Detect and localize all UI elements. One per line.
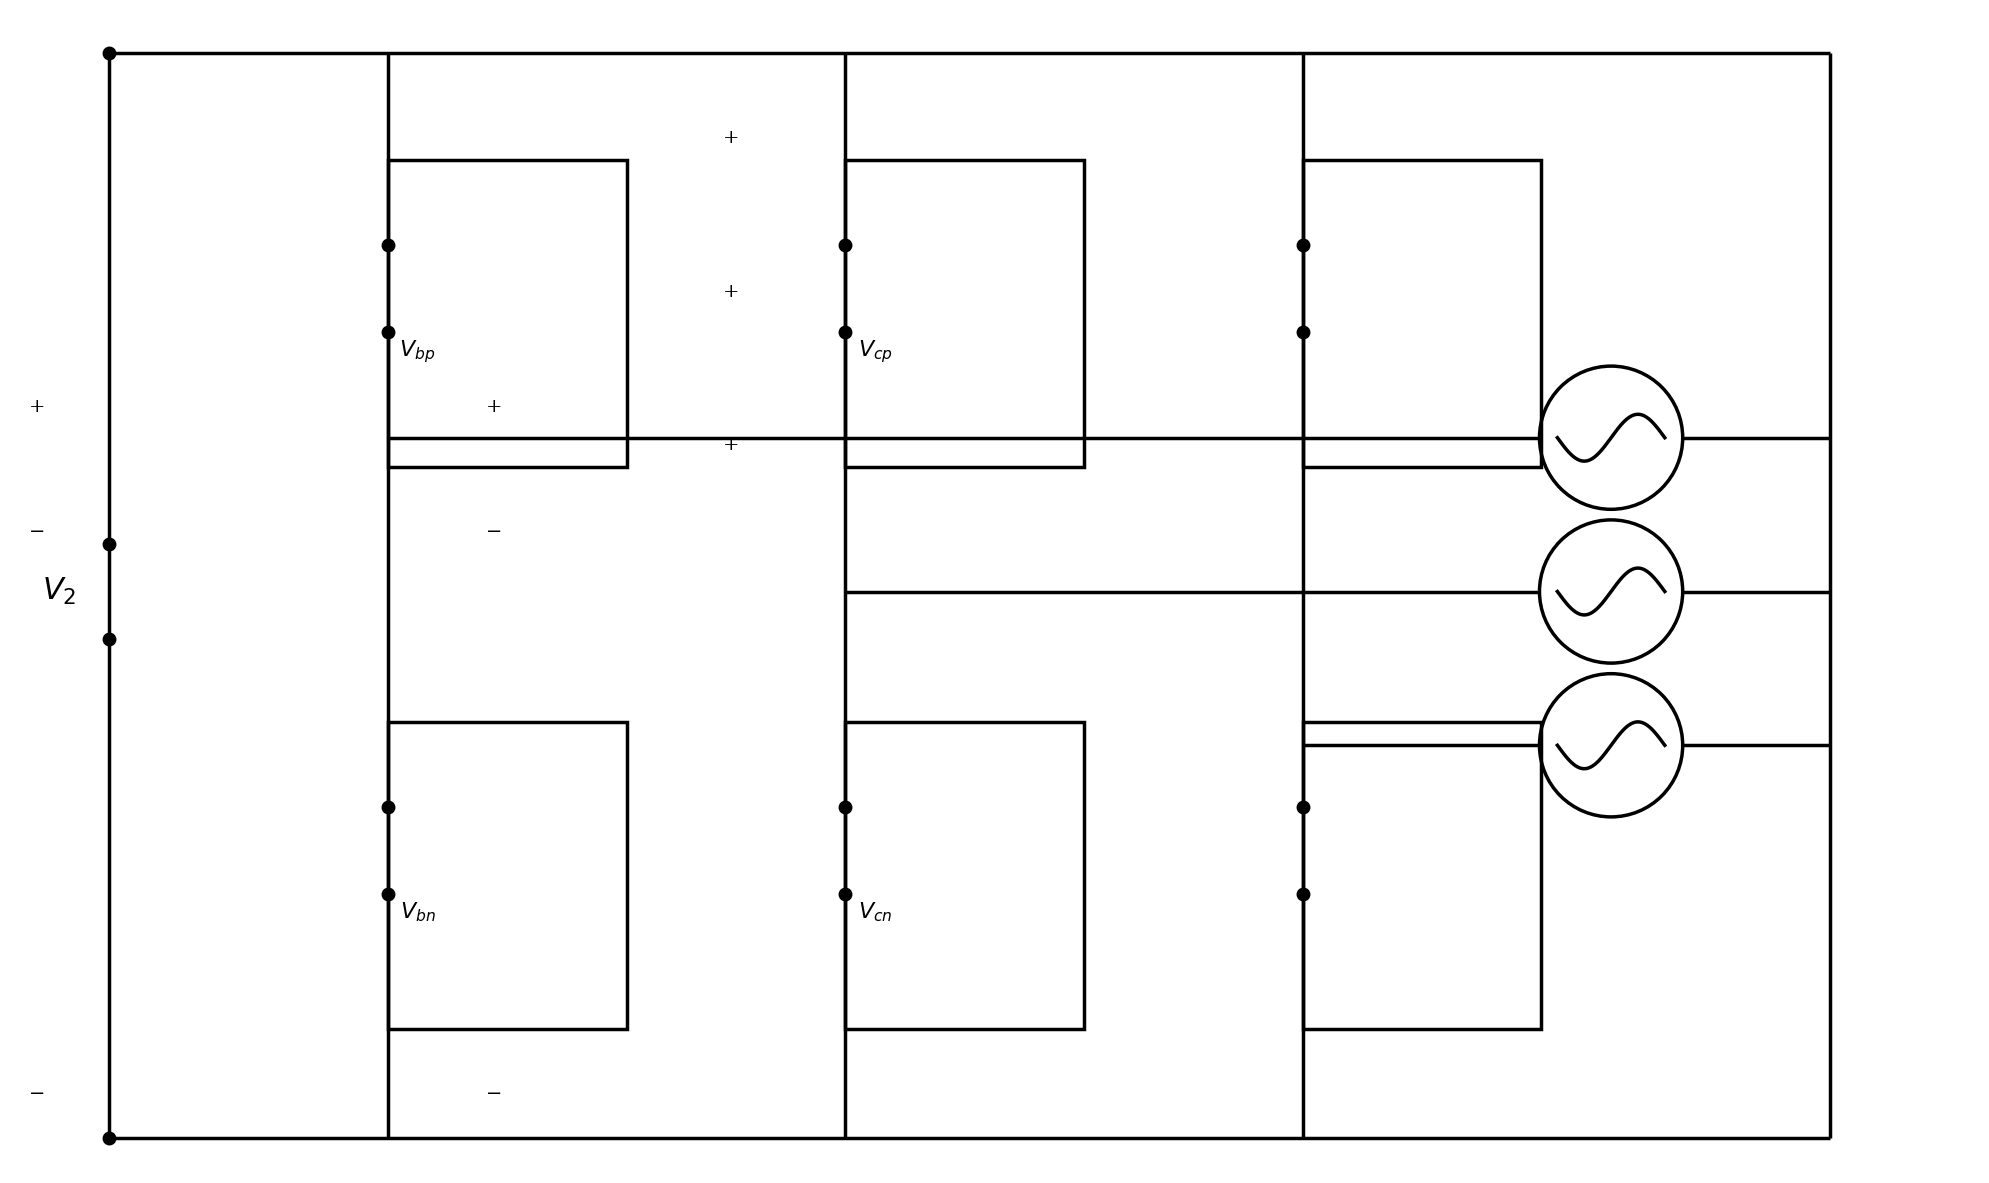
Text: $V_{bp}$: $V_{bp}$ bbox=[400, 338, 436, 366]
Text: $V_{cn}$: $V_{cn}$ bbox=[859, 900, 893, 924]
Text: +: + bbox=[722, 129, 740, 147]
Text: +: + bbox=[722, 437, 740, 454]
Text: −: − bbox=[487, 523, 503, 542]
Text: −: − bbox=[30, 523, 46, 542]
Text: +: + bbox=[722, 283, 740, 300]
Text: $V_{cp}$: $V_{cp}$ bbox=[857, 338, 893, 366]
Text: $V_2$: $V_2$ bbox=[42, 576, 78, 607]
Text: −: − bbox=[30, 1085, 46, 1104]
Text: $V_{bn}$: $V_{bn}$ bbox=[400, 900, 436, 924]
Text: −: − bbox=[487, 1085, 503, 1104]
Text: +: + bbox=[485, 397, 503, 415]
Text: +: + bbox=[28, 397, 46, 415]
